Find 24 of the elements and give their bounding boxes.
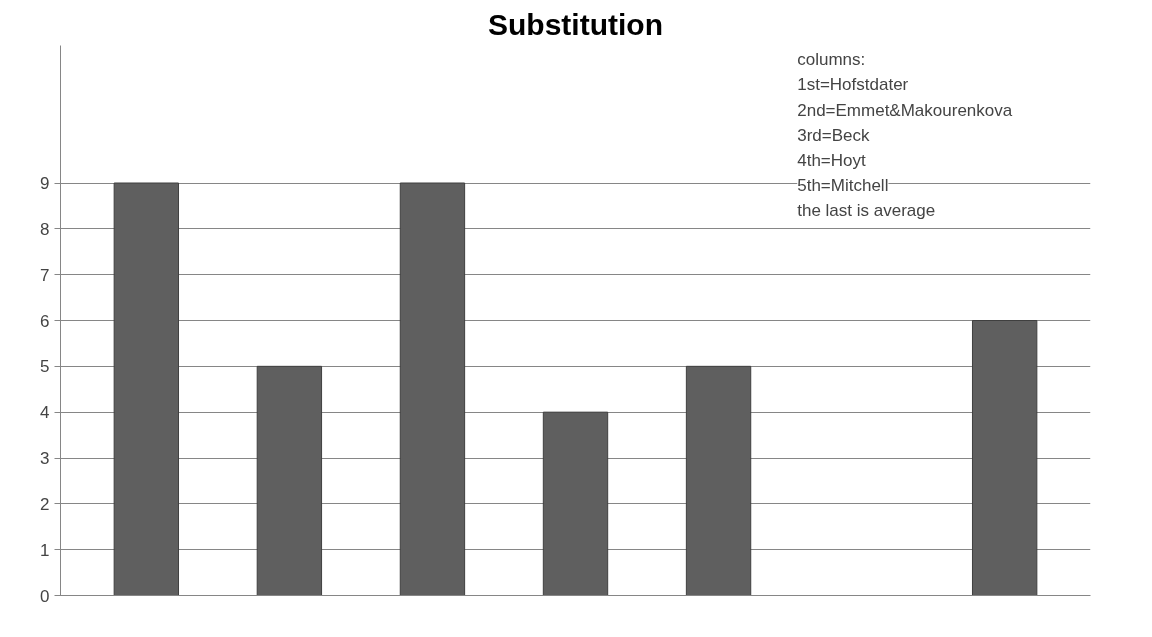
annotation: 3rd=Beck [797, 125, 871, 145]
annotation: 5th=Mitchell [797, 176, 889, 196]
chart-title: Substitution [488, 7, 663, 41]
bar [971, 320, 1038, 596]
annotation: 4th=Hoyt [797, 150, 867, 170]
y-tick-label: 1 [40, 540, 50, 560]
bar [685, 365, 752, 596]
y-tick-label: 5 [40, 357, 50, 377]
bar [542, 411, 609, 596]
annotation: columns: [797, 50, 866, 70]
annotation: 2nd=Emmet&Makourenkova [797, 100, 1013, 120]
annotation: the last is average [797, 201, 936, 221]
bar [113, 182, 180, 596]
bar [256, 365, 323, 596]
y-tick-label: 0 [40, 586, 50, 606]
bar [399, 182, 466, 596]
y-tick-label: 2 [40, 494, 50, 514]
y-tick-label: 7 [40, 265, 50, 285]
y-tick-label: 8 [40, 219, 50, 239]
y-tick-label: 6 [40, 311, 50, 331]
y-tick-label: 4 [40, 403, 50, 423]
annotation: 1st=Hofstdater [797, 75, 909, 95]
y-tick-label: 9 [40, 174, 50, 193]
y-tick-label: 3 [40, 449, 50, 468]
